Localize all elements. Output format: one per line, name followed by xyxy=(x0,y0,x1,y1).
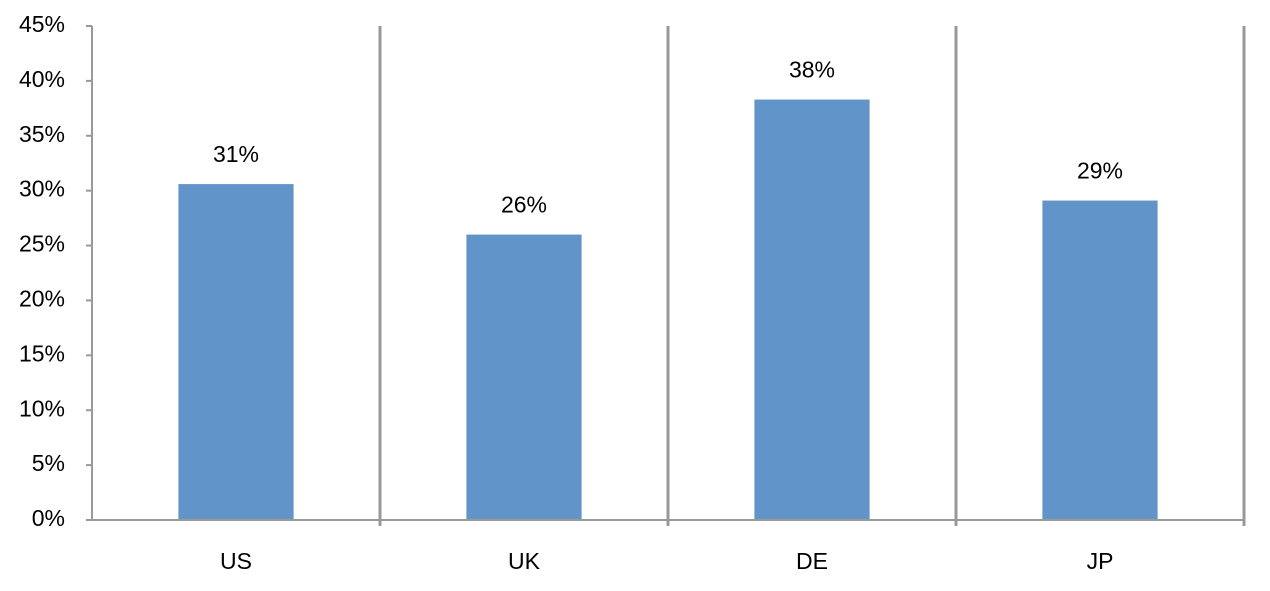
y-tick-label: 15% xyxy=(19,340,65,366)
y-tick-label: 20% xyxy=(19,286,65,312)
y-tick-label: 30% xyxy=(19,176,65,202)
x-tick-label: DE xyxy=(796,548,828,574)
bar xyxy=(754,99,870,520)
value-label: 38% xyxy=(789,57,835,83)
value-label: 29% xyxy=(1077,158,1123,184)
x-tick-label: JP xyxy=(1087,548,1114,574)
bar xyxy=(1042,200,1158,520)
bar xyxy=(466,234,582,521)
value-label: 31% xyxy=(213,141,259,167)
x-tick-label: US xyxy=(220,548,252,574)
y-tick-label: 5% xyxy=(32,450,65,476)
y-tick-label: 25% xyxy=(19,231,65,257)
value-label: 26% xyxy=(501,192,547,218)
y-tick-label: 0% xyxy=(32,505,65,531)
y-tick-label: 10% xyxy=(19,395,65,421)
x-tick-label: UK xyxy=(508,548,541,574)
y-tick-label: 45% xyxy=(19,11,65,37)
y-tick-label: 35% xyxy=(19,121,65,147)
bar xyxy=(178,184,294,520)
y-tick-label: 40% xyxy=(19,66,65,92)
